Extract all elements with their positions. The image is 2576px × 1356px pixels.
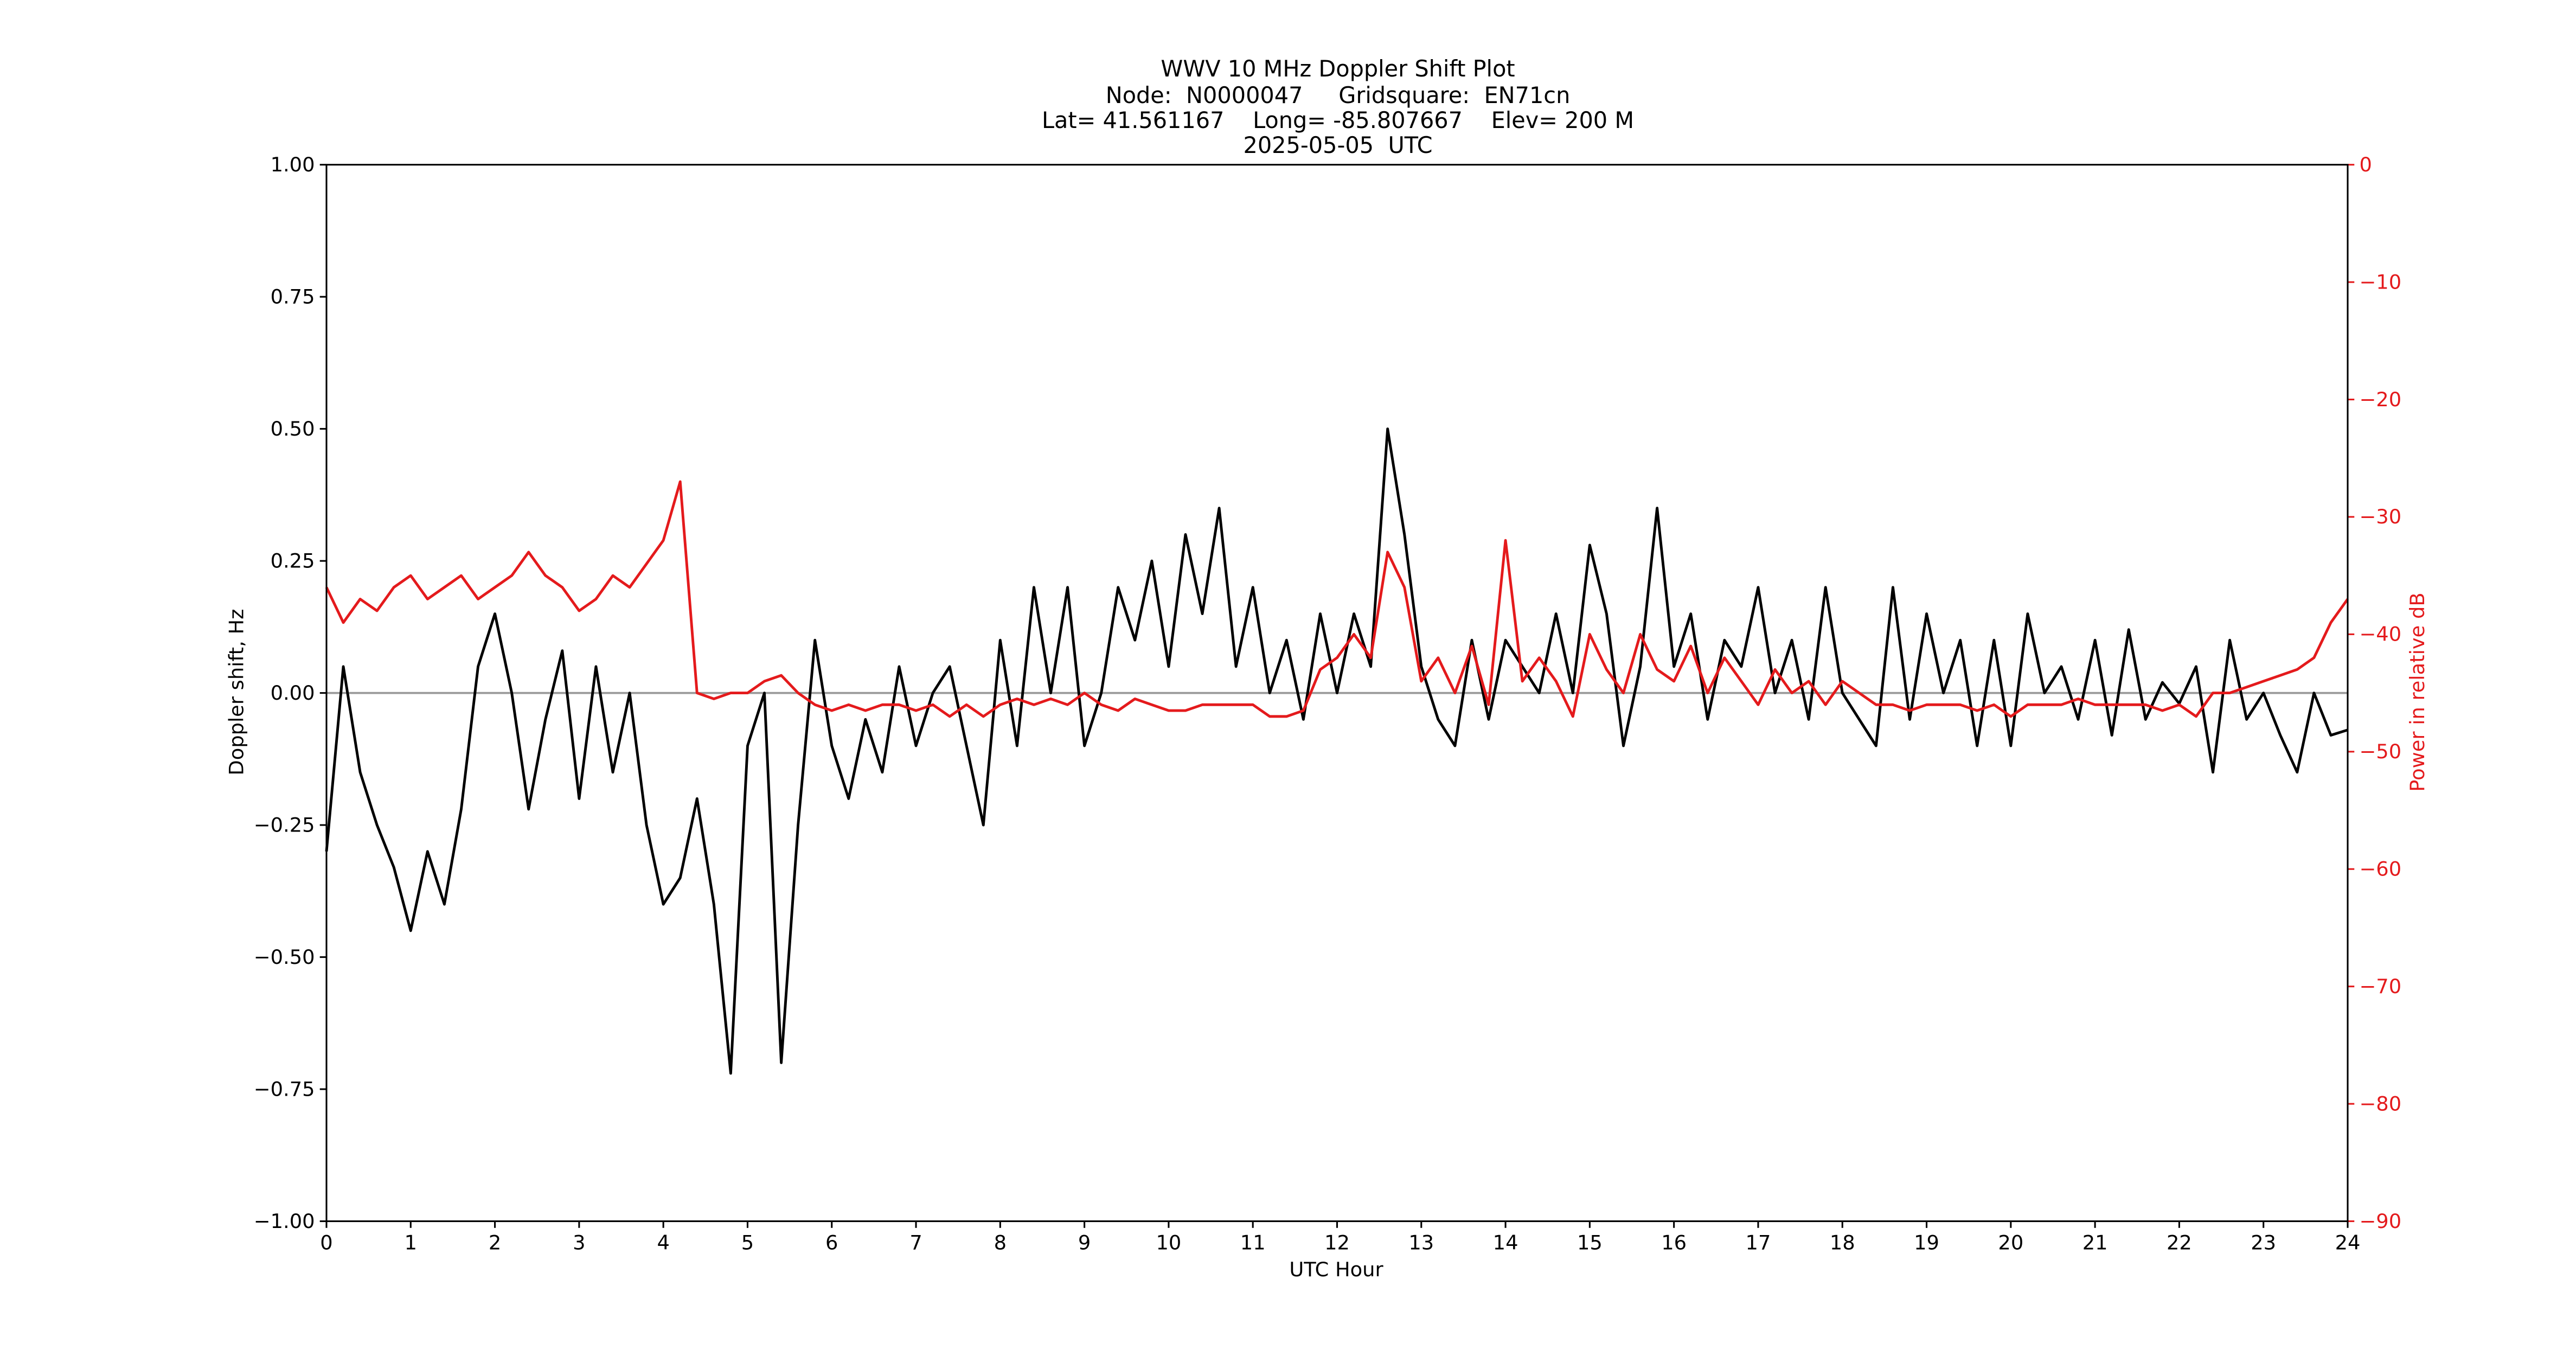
y-tick-label: −1.00: [254, 1210, 315, 1233]
x-tick-label: 18: [1830, 1231, 1855, 1255]
y-tick-label: 0.75: [271, 285, 315, 308]
x-tick-label: 24: [2335, 1231, 2361, 1255]
y2-tick-label: −50: [2359, 740, 2401, 763]
y2-tick-label: −10: [2359, 270, 2401, 293]
y-tick-label: −0.25: [254, 813, 315, 836]
x-tick-label: 10: [1156, 1231, 1181, 1255]
x-tick-label: 17: [1746, 1231, 1771, 1255]
x-tick-label: 23: [2251, 1231, 2276, 1255]
y2-axis-label: Power in relative dB: [2406, 592, 2429, 791]
y-tick-label: 1.00: [271, 153, 315, 176]
x-tick-label: 14: [1493, 1231, 1518, 1255]
x-tick-label: 1: [405, 1231, 417, 1255]
x-axis-label: UTC Hour: [1289, 1258, 1383, 1281]
x-tick-label: 8: [994, 1231, 1007, 1255]
x-tick-label: 6: [825, 1231, 838, 1255]
x-tick-label: 15: [1577, 1231, 1603, 1255]
y-tick-label: 0.50: [271, 417, 315, 440]
x-tick-label: 7: [909, 1231, 922, 1255]
x-tick-label: 2: [489, 1231, 501, 1255]
title-block: WWV 10 MHz Doppler Shift Plot Node: N000…: [1042, 56, 1634, 158]
chart-title: WWV 10 MHz Doppler Shift Plot: [1161, 56, 1515, 82]
x-tick-label: 12: [1324, 1231, 1350, 1255]
y2-tick-label: −90: [2359, 1210, 2401, 1233]
y2-tick-label: −80: [2359, 1092, 2401, 1115]
x-tick-label: 13: [1408, 1231, 1434, 1255]
x-tick-label: 9: [1078, 1231, 1091, 1255]
x-tick-label: 20: [1998, 1231, 2023, 1255]
y2-tick-label: −20: [2359, 388, 2401, 411]
x-tick-label: 5: [741, 1231, 754, 1255]
x-tick-label: 21: [2082, 1231, 2108, 1255]
y-tick-label: −0.50: [254, 945, 315, 969]
data-line: [325, 480, 2349, 718]
y-tick-label: 0.00: [271, 681, 315, 705]
x-tick-label: 22: [2167, 1231, 2192, 1255]
y-tick-label: −0.75: [254, 1077, 315, 1101]
y-axis-label: Doppler shift, Hz: [225, 609, 248, 776]
y2-tick-label: −40: [2359, 623, 2401, 646]
y2-tick-label: −70: [2359, 975, 2401, 998]
y2-tick-label: 0: [2359, 153, 2372, 176]
x-tick-label: 3: [573, 1231, 585, 1255]
x-tick-label: 0: [320, 1231, 332, 1255]
x-tick-label: 19: [1914, 1231, 1939, 1255]
chart-subtitle: Lat= 41.561167 Long= -85.807667 Elev= 20…: [1042, 107, 1634, 133]
x-tick-label: 16: [1661, 1231, 1687, 1255]
x-tick-label: 11: [1240, 1231, 1266, 1255]
chart-subtitle: Node: N0000047 Gridsquare: EN71cn: [1106, 82, 1571, 108]
y2-tick-label: −30: [2359, 505, 2401, 528]
y-tick-label: 0.25: [271, 549, 315, 572]
y2-tick-label: −60: [2359, 858, 2401, 881]
x-tick-label: 4: [657, 1231, 669, 1255]
data-line: [325, 427, 2348, 1075]
plot-frame: [325, 164, 2349, 1223]
chart-subtitle: 2025-05-05 UTC: [1244, 132, 1433, 158]
